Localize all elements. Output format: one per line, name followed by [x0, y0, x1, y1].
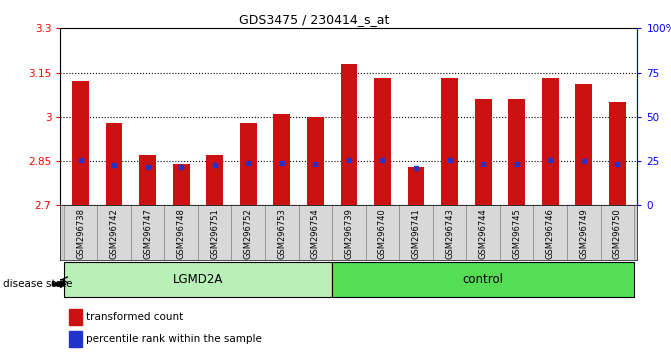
Text: GSM296748: GSM296748 [176, 208, 186, 259]
Bar [441, 79, 458, 205]
Text: GSM296754: GSM296754 [311, 208, 320, 259]
Bar [273, 114, 290, 205]
Bar [500, 205, 533, 260]
Bar [332, 205, 366, 260]
Bar [64, 205, 97, 260]
Bar [575, 84, 592, 205]
Bar [399, 205, 433, 260]
Text: GSM296753: GSM296753 [277, 208, 287, 259]
Bar [299, 205, 332, 260]
Bar [407, 167, 424, 205]
Text: GSM296751: GSM296751 [210, 208, 219, 259]
Text: GSM296752: GSM296752 [244, 208, 253, 259]
Text: GSM296738: GSM296738 [76, 208, 85, 259]
Bar [307, 117, 323, 205]
Bar [265, 205, 299, 260]
Bar [340, 64, 357, 205]
Bar [164, 205, 198, 260]
Bar [69, 331, 82, 347]
Text: GSM296743: GSM296743 [445, 208, 454, 259]
Text: transformed count: transformed count [87, 312, 184, 322]
Bar [533, 205, 567, 260]
Bar [508, 99, 525, 205]
Bar [172, 164, 189, 205]
FancyBboxPatch shape [64, 262, 332, 297]
FancyBboxPatch shape [332, 262, 634, 297]
Bar [72, 81, 89, 205]
Text: GSM296740: GSM296740 [378, 208, 387, 259]
Text: GSM296739: GSM296739 [344, 208, 354, 259]
Bar [198, 205, 231, 260]
Bar [231, 205, 265, 260]
Bar [366, 205, 399, 260]
Text: disease state: disease state [3, 279, 73, 289]
Bar [609, 102, 625, 205]
Text: GSM296744: GSM296744 [478, 208, 488, 259]
Bar [374, 79, 391, 205]
Bar [433, 205, 466, 260]
Bar [601, 205, 634, 260]
Bar [206, 155, 223, 205]
Text: LGMD2A: LGMD2A [172, 273, 223, 286]
Bar [131, 205, 164, 260]
Text: GSM296749: GSM296749 [579, 208, 588, 259]
Text: percentile rank within the sample: percentile rank within the sample [87, 334, 262, 344]
Text: GSM296747: GSM296747 [143, 208, 152, 259]
Text: GSM296746: GSM296746 [546, 208, 555, 259]
Bar [240, 123, 256, 205]
Bar [69, 309, 82, 325]
Text: GSM296742: GSM296742 [109, 208, 119, 259]
Text: GSM296741: GSM296741 [411, 208, 421, 259]
Text: control: control [462, 273, 504, 286]
Text: GSM296750: GSM296750 [613, 208, 622, 259]
Bar [105, 123, 122, 205]
Bar [97, 205, 131, 260]
Bar [140, 155, 156, 205]
Bar [466, 205, 500, 260]
Bar [541, 79, 558, 205]
Bar [474, 99, 491, 205]
Bar [567, 205, 601, 260]
Title: GDS3475 / 230414_s_at: GDS3475 / 230414_s_at [239, 13, 389, 26]
Text: GSM296745: GSM296745 [512, 208, 521, 259]
